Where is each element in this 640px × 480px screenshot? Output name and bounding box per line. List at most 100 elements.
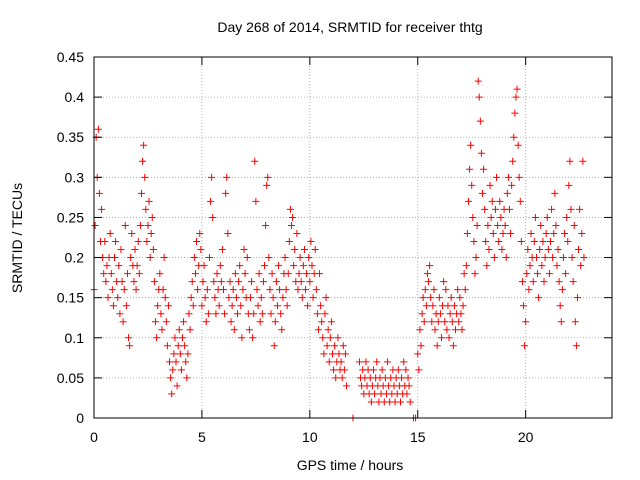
data-point — [562, 270, 570, 278]
data-point — [462, 262, 470, 270]
data-point — [209, 213, 217, 221]
data-point — [271, 318, 279, 326]
data-point — [555, 278, 563, 286]
data-point — [240, 246, 248, 254]
data-point — [183, 374, 191, 382]
data-point — [201, 294, 209, 302]
data-point — [182, 358, 190, 366]
data-point — [163, 342, 171, 350]
data-point — [98, 205, 106, 213]
data-point — [373, 358, 381, 366]
data-point — [250, 310, 258, 318]
data-point — [338, 374, 346, 382]
data-point — [262, 221, 270, 229]
data-point — [295, 270, 303, 278]
data-point — [193, 238, 201, 246]
data-point — [370, 366, 378, 374]
data-point — [228, 302, 236, 310]
data-point — [122, 302, 130, 310]
data-point — [328, 350, 336, 358]
data-point — [137, 189, 145, 197]
data-point — [444, 302, 452, 310]
data-point — [258, 310, 266, 318]
data-point — [402, 366, 410, 374]
data-point — [494, 221, 502, 229]
data-point — [290, 262, 298, 270]
data-point — [248, 278, 256, 286]
data-point — [545, 270, 553, 278]
data-point — [435, 294, 443, 302]
data-point — [497, 213, 505, 221]
data-point — [191, 270, 199, 278]
data-point — [205, 254, 213, 262]
data-point — [208, 173, 216, 181]
x-tick-label: 15 — [410, 429, 426, 445]
data-point — [445, 334, 453, 342]
data-point — [422, 302, 430, 310]
data-point — [318, 318, 326, 326]
data-point — [287, 221, 295, 229]
data-point — [231, 270, 239, 278]
data-point — [527, 229, 535, 237]
data-point — [170, 350, 178, 358]
data-point — [135, 270, 143, 278]
data-point — [496, 197, 504, 205]
data-point — [257, 294, 265, 302]
data-point — [270, 342, 278, 350]
data-point — [115, 262, 123, 270]
axis-ticks: 0 0.05 0.1 0.15 0.2 0.25 0.3 0.35 0.4 0.45 0 5 10 15 2… — [57, 49, 612, 445]
data-point — [473, 221, 481, 229]
data-point — [203, 286, 211, 294]
data-point — [297, 278, 305, 286]
data-point — [117, 246, 125, 254]
data-point — [540, 278, 548, 286]
data-point — [278, 326, 286, 334]
data-point — [253, 286, 261, 294]
data-point — [235, 278, 243, 286]
plot-frame — [93, 56, 613, 419]
data-point — [218, 246, 226, 254]
data-point — [512, 93, 520, 101]
data-point — [132, 286, 140, 294]
data-point — [556, 302, 564, 310]
data-point — [487, 213, 495, 221]
data-point — [567, 205, 575, 213]
data-point — [553, 262, 561, 270]
data-point — [437, 334, 445, 342]
data-point — [319, 334, 327, 342]
data-point — [149, 246, 157, 254]
data-point — [241, 270, 249, 278]
data-point — [111, 254, 119, 262]
data-point — [511, 109, 519, 117]
data-point — [272, 278, 280, 286]
data-point — [335, 350, 343, 358]
data-point — [403, 390, 411, 398]
data-point — [316, 270, 324, 278]
data-point — [542, 229, 550, 237]
data-point — [543, 213, 551, 221]
data-point — [326, 334, 334, 342]
data-point — [324, 326, 332, 334]
grid — [94, 57, 612, 418]
data-point — [398, 374, 406, 382]
data-point — [158, 326, 166, 334]
data-point — [472, 254, 480, 262]
data-point — [128, 229, 136, 237]
data-point — [515, 173, 523, 181]
y-tick-label: 0.15 — [57, 290, 84, 306]
data-point — [289, 213, 297, 221]
data-point — [476, 117, 484, 125]
data-point — [108, 286, 116, 294]
data-point — [454, 286, 462, 294]
y-tick-label: 0.35 — [57, 129, 84, 145]
data-point — [479, 189, 486, 197]
data-point — [144, 221, 152, 229]
data-point — [501, 221, 509, 229]
data-point — [551, 189, 559, 197]
data-point — [259, 278, 267, 286]
data-point — [460, 270, 468, 278]
data-point — [526, 262, 534, 270]
data-point — [131, 246, 139, 254]
data-point — [178, 334, 186, 342]
data-point — [343, 382, 351, 390]
